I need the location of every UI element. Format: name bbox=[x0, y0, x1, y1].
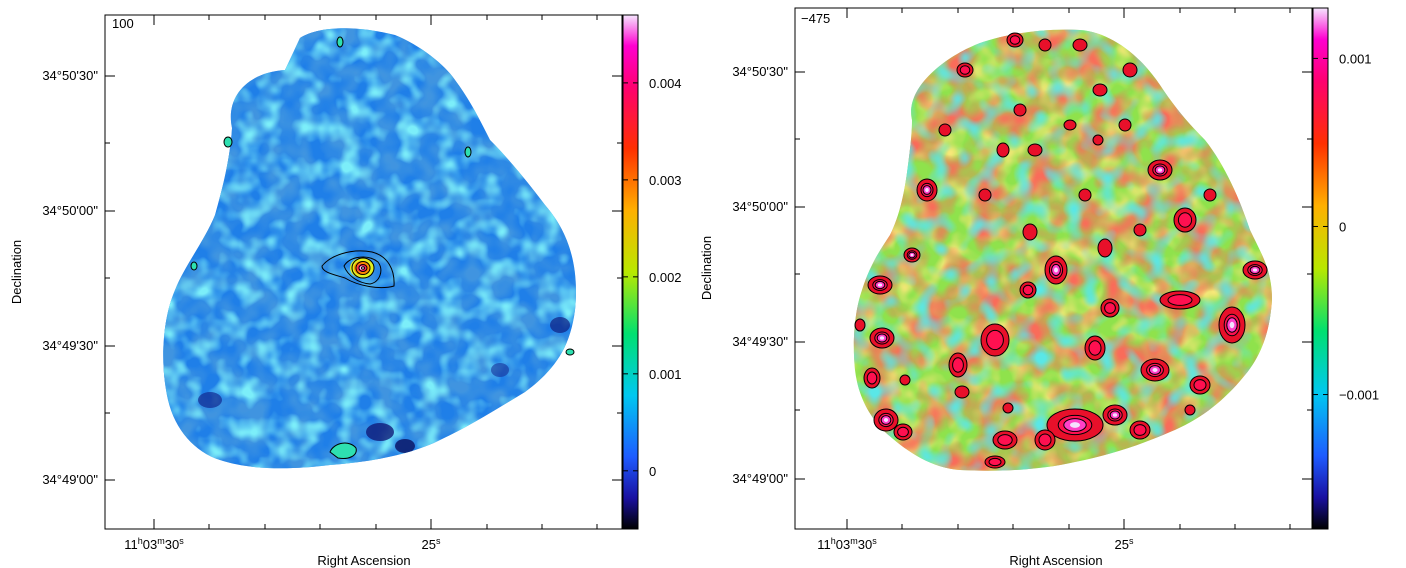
left-y-ticks bbox=[105, 75, 622, 481]
contour-blob bbox=[1013, 103, 1027, 117]
right-plot-frame bbox=[794, 7, 1313, 530]
contour-blob bbox=[1252, 268, 1258, 272]
contour-blob bbox=[986, 329, 1004, 351]
contour-blob bbox=[938, 123, 952, 137]
contour-blob bbox=[1022, 284, 1034, 296]
left-x-tick-label: 11h03m30s bbox=[124, 536, 184, 552]
left-x-ticks bbox=[153, 15, 598, 529]
contour-blob bbox=[1229, 321, 1235, 329]
contour-blob bbox=[996, 142, 1010, 158]
colorbar-tick-label: 0.001 bbox=[649, 367, 682, 382]
contour-blob bbox=[1038, 433, 1052, 447]
right-y-tick-label: 34°49'30" bbox=[732, 334, 788, 349]
contour-blob bbox=[883, 418, 889, 422]
colorbar-tick-label: 0 bbox=[1339, 219, 1346, 234]
contour-blob bbox=[1069, 422, 1081, 428]
contour-blob bbox=[1177, 212, 1193, 228]
contour-blob bbox=[1027, 143, 1043, 157]
contour-blob bbox=[1088, 340, 1102, 356]
left-corner-label: 100 bbox=[112, 16, 134, 31]
contour-blob bbox=[1092, 134, 1104, 146]
left-source bbox=[321, 250, 395, 289]
left-plot-frame bbox=[104, 14, 623, 530]
right-y-tick-label: 34°50'00" bbox=[732, 199, 788, 214]
contour-blob bbox=[866, 371, 878, 385]
right-y-axis-title: Declination bbox=[699, 236, 714, 300]
contour-blob bbox=[997, 434, 1013, 446]
contour-blob bbox=[1063, 119, 1077, 131]
right-panel: −475 34°50'30" 34°50'00" 34°49'30" 34°49… bbox=[699, 7, 1379, 568]
contour-blob bbox=[1133, 223, 1147, 237]
contour-blob bbox=[1009, 35, 1021, 45]
right-y-ticks bbox=[795, 71, 1312, 480]
left-minor-contours bbox=[190, 36, 575, 459]
contour-blob bbox=[925, 188, 929, 192]
contour-blob bbox=[988, 457, 1002, 467]
contour-blob bbox=[952, 357, 964, 373]
contour-blob bbox=[897, 426, 909, 438]
colorbar-tick-label: 0.003 bbox=[649, 173, 682, 188]
right-contour-blobs bbox=[854, 32, 1268, 469]
colorbar-tick-label: 0.002 bbox=[649, 270, 682, 285]
contour-blob bbox=[1193, 379, 1207, 391]
left-y-tick-label: 34°49'30" bbox=[42, 338, 98, 353]
contour-blob bbox=[1122, 62, 1138, 78]
contour-blob bbox=[1133, 424, 1147, 436]
colorbar-tick-label: 0.001 bbox=[1339, 51, 1372, 66]
right-x-tick-label: 25s bbox=[1115, 536, 1134, 552]
right-map-image bbox=[853, 29, 1272, 471]
left-y-tick-label: 34°50'00" bbox=[42, 203, 98, 218]
right-x-ticks bbox=[846, 8, 1291, 529]
contour-blob bbox=[1072, 38, 1088, 52]
contour-blob bbox=[877, 283, 883, 287]
right-y-tick-label: 34°49'00" bbox=[732, 471, 788, 486]
contour-blob bbox=[1054, 267, 1058, 273]
left-x-tick-label: 25s bbox=[422, 536, 441, 552]
right-colorbar: 0.001 0 −0.001 bbox=[1312, 7, 1379, 530]
contour-blob bbox=[1097, 238, 1113, 258]
colorbar-tick-label: 0 bbox=[649, 464, 656, 479]
right-x-axis-title: Right Ascension bbox=[1009, 553, 1102, 568]
contour-blob bbox=[879, 336, 885, 340]
left-y-axis-title: Declination bbox=[9, 240, 24, 304]
contour-blob bbox=[1184, 404, 1196, 416]
contour-blob bbox=[1092, 83, 1108, 97]
contour-blob bbox=[1157, 168, 1163, 172]
left-y-tick-label: 34°50'30" bbox=[42, 68, 98, 83]
right-x-tick-label: 11h03m30s bbox=[817, 536, 877, 552]
contour-blob bbox=[1104, 302, 1116, 314]
contour-blob bbox=[1203, 188, 1217, 202]
left-x-axis-title: Right Ascension bbox=[317, 553, 410, 568]
contour-blob bbox=[1112, 413, 1118, 417]
contour-blob bbox=[899, 374, 911, 386]
contour-blob bbox=[1167, 294, 1193, 306]
left-colorbar: 0.004 0.003 0.002 0.001 0 bbox=[622, 14, 682, 530]
contour-blob bbox=[1022, 223, 1038, 241]
contour-blob bbox=[978, 188, 992, 202]
contour-blob bbox=[954, 385, 970, 399]
contour-blob bbox=[1038, 38, 1052, 52]
contour-blob bbox=[1002, 402, 1014, 414]
contour-blob bbox=[1118, 118, 1132, 132]
colorbar-tick-label: 0.004 bbox=[649, 76, 682, 91]
contour-blob bbox=[1078, 188, 1092, 202]
contour-blob bbox=[910, 253, 914, 257]
left-y-tick-label: 34°49'00" bbox=[42, 472, 98, 487]
left-panel: 100 34°50'30" 34°50'00" 34°49'30" 34°49'… bbox=[9, 14, 682, 568]
colorbar-tick-label: −0.001 bbox=[1339, 388, 1379, 403]
right-corner-label: −475 bbox=[801, 11, 830, 26]
right-y-tick-label: 34°50'30" bbox=[732, 64, 788, 79]
contour-blob bbox=[854, 318, 866, 332]
contour-blob bbox=[959, 65, 971, 75]
contour-blob bbox=[1152, 368, 1158, 372]
